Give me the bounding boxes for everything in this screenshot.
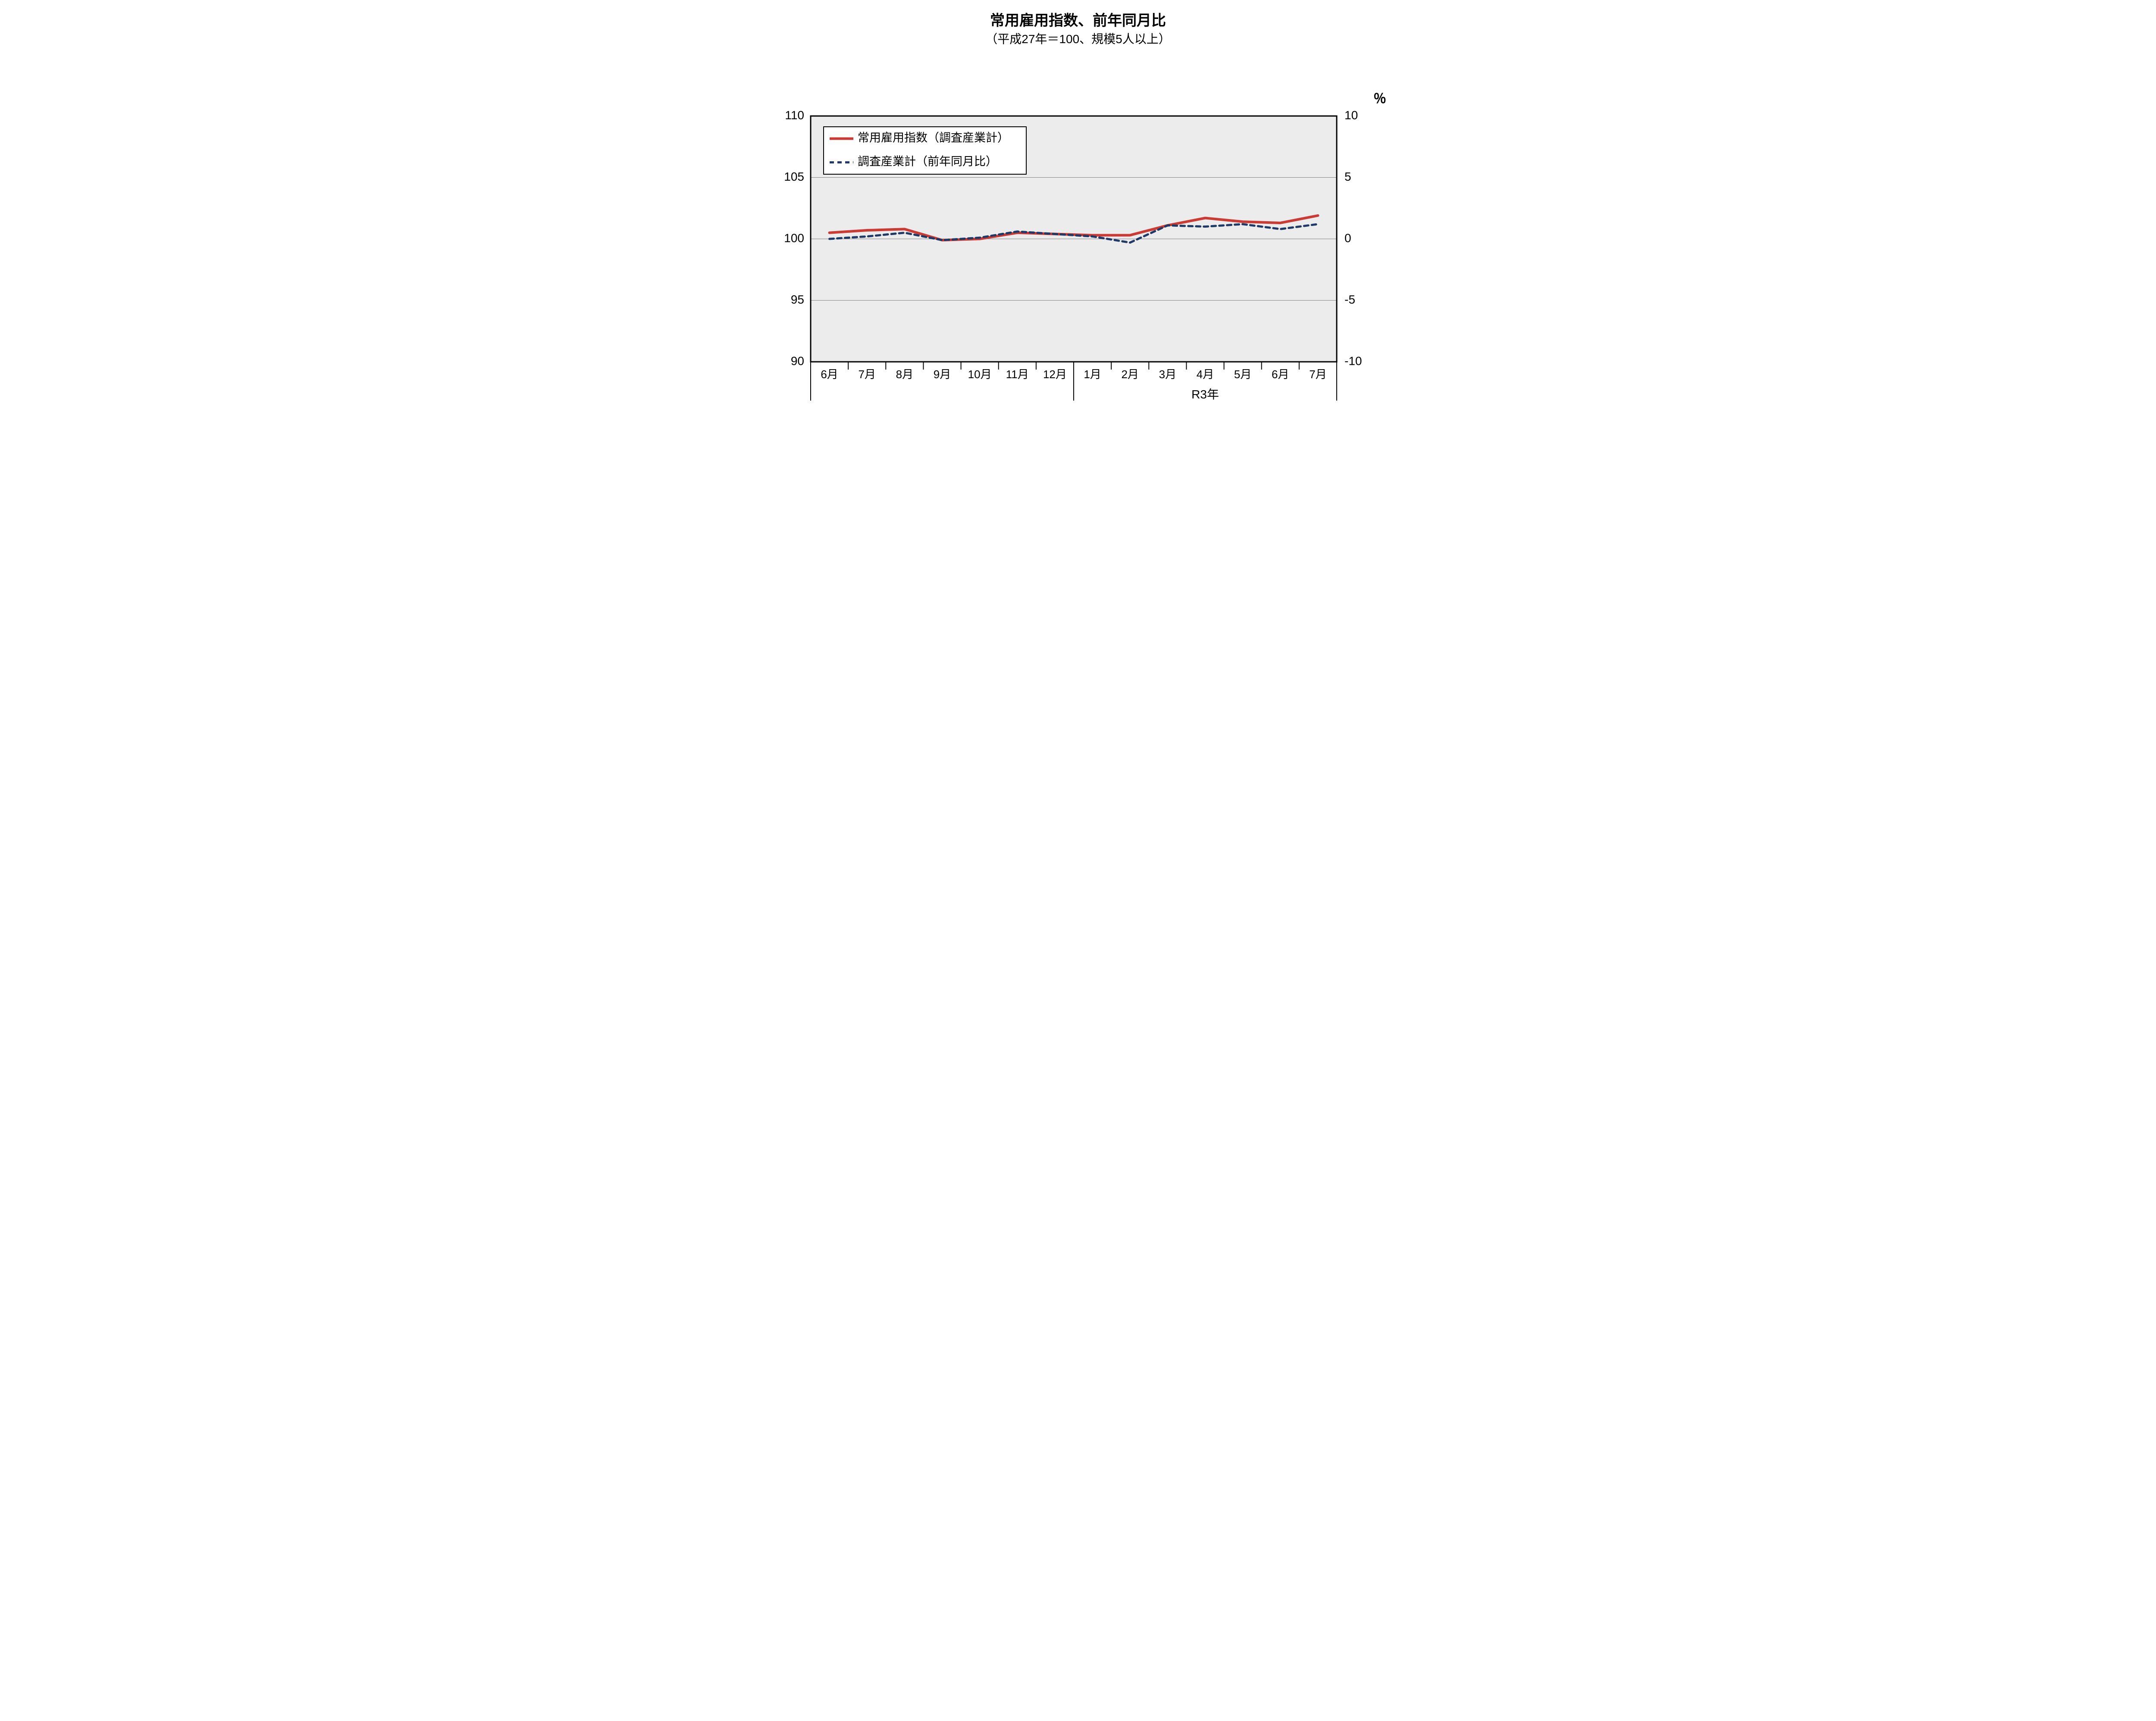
chart-container: 常用雇用指数、前年同月比 （平成27年＝100、規模5人以上） 90951001… [763, 0, 1393, 478]
y-right-tick-label: -10 [1344, 354, 1362, 367]
x-tick-label: 1月 [1084, 368, 1101, 381]
y-right-tick-label: 5 [1344, 170, 1351, 183]
y-right-tick-label: 10 [1344, 108, 1358, 122]
x-tick-label: 4月 [1197, 368, 1214, 381]
legend-label-0: 常用雇用指数（調査産業計） [858, 132, 1009, 144]
line-chart: 90 95 100 105 110 -10 -5 0 5 10 ％ 6月 7月 8月 9月 10月 11月 12月… [763, 47, 1393, 461]
x-tick-label: 8月 [896, 368, 913, 381]
x-tick-label: 7月 [1309, 368, 1326, 381]
x-tick-label: 11月 [1006, 368, 1029, 381]
y-left-tick-label: 100 [784, 231, 804, 245]
x-tick-label: 9月 [934, 368, 951, 381]
x-tick-label: 2月 [1121, 368, 1138, 381]
x-tick-label: 12月 [1043, 368, 1067, 381]
chart-title: 常用雇用指数、前年同月比 [763, 9, 1393, 30]
x-tick-label: 6月 [1272, 368, 1289, 381]
x-tick-label: 6月 [821, 368, 838, 381]
x-tick-label: 5月 [1234, 368, 1251, 381]
y-right-tick-label: -5 [1344, 293, 1355, 306]
y-right-tick-label: 0 [1344, 231, 1351, 245]
chart-titles: 常用雇用指数、前年同月比 （平成27年＝100、規模5人以上） [763, 9, 1393, 47]
y-left-tick-label: 90 [791, 354, 804, 367]
x-tick-label: 7月 [858, 368, 875, 381]
x-tick-label: 10月 [968, 368, 992, 381]
legend: 常用雇用指数（調査産業計） 調査産業計（前年同月比） [824, 127, 1026, 174]
x-tick-label: 3月 [1159, 368, 1176, 381]
y-left-tick-label: 110 [785, 108, 804, 122]
y-right-unit-label: ％ [1373, 92, 1386, 106]
y-left-tick-label: 105 [784, 170, 804, 183]
x-year-label: R3年 [1191, 388, 1219, 401]
legend-label-1: 調査産業計（前年同月比） [858, 155, 997, 168]
y-left-tick-label: 95 [791, 293, 804, 306]
chart-subtitle: （平成27年＝100、規模5人以上） [763, 30, 1393, 47]
